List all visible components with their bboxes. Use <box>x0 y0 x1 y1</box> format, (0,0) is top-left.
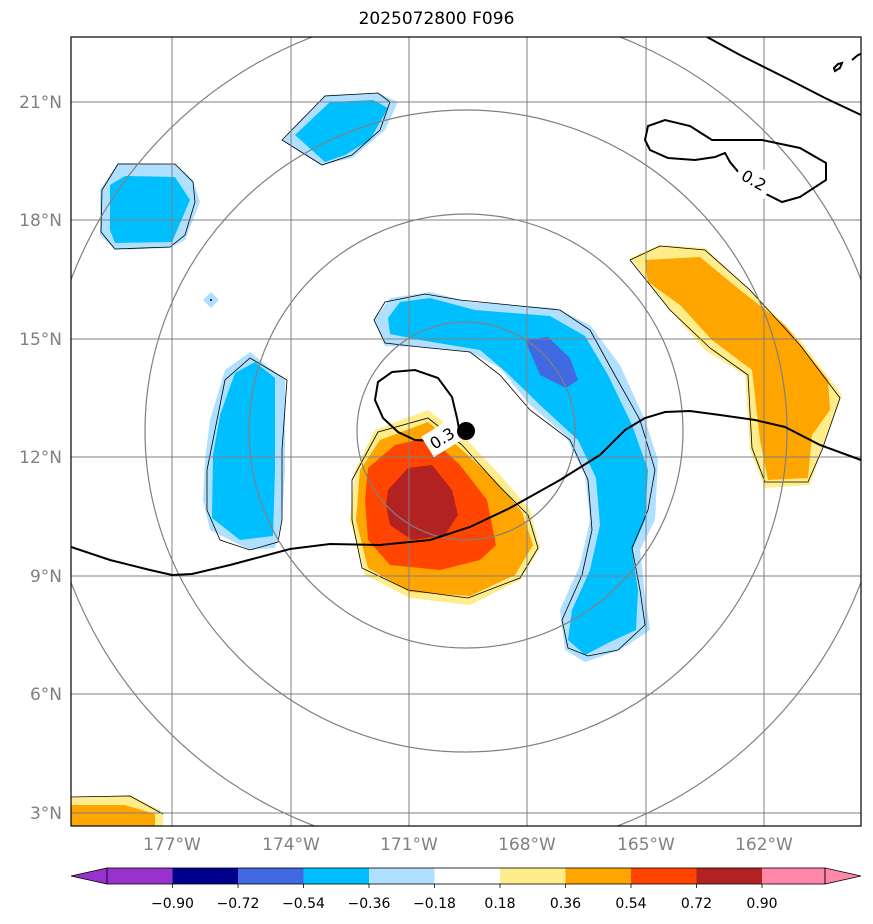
colorbar-segment <box>762 868 825 884</box>
colorbar-segment <box>631 868 697 884</box>
colorbar-segment <box>369 868 435 884</box>
colorbar-tick-label: −0.18 <box>413 896 456 912</box>
lat-label: 6°N <box>30 685 62 705</box>
colorbar-segment <box>565 868 631 884</box>
storm-center-marker <box>457 422 475 440</box>
colorbar-segment <box>303 868 369 884</box>
lon-label: 162°W <box>735 835 793 855</box>
colorbar-extend-high <box>824 867 862 885</box>
lon-label: 165°W <box>617 835 675 855</box>
contours <box>71 37 861 577</box>
lon-label: 174°W <box>262 835 320 855</box>
colorbar-tick-label: −0.36 <box>348 896 391 912</box>
colorbar-tick-label: −0.72 <box>217 896 260 912</box>
latitude-labels: 21°N 18°N 15°N 12°N 9°N 6°N 3°N <box>19 93 62 824</box>
negative-anomaly-spot <box>203 292 219 308</box>
lat-label: 21°N <box>19 93 62 113</box>
lat-label: 15°N <box>19 330 62 350</box>
colorbar-tick-label: 0.54 <box>615 896 646 912</box>
colorbar-segment <box>238 868 304 884</box>
colorbar-tick-label: −0.54 <box>282 896 325 912</box>
lon-label: 168°W <box>498 835 556 855</box>
map-title: 2025072800 F096 <box>358 9 515 29</box>
negative-anomaly-nw <box>100 163 200 250</box>
colorbar-extend-low <box>70 867 108 885</box>
colorbar-tick-label: −0.90 <box>151 896 194 912</box>
lon-label: 177°W <box>143 835 201 855</box>
positive-anomaly-sw <box>71 795 164 826</box>
colorbar-tick-label: 0.36 <box>550 896 581 912</box>
colorbar-tick-label: 0.18 <box>484 896 515 912</box>
colorbar-segment <box>107 868 173 884</box>
colorbar-tick-label: 0.90 <box>746 896 777 912</box>
colorbar-segment <box>500 868 566 884</box>
lat-label: 9°N <box>30 567 62 587</box>
longitude-labels: 177°W 174°W 171°W 168°W 165°W 162°W <box>143 835 793 855</box>
colorbar-segment <box>434 868 500 884</box>
lat-label: 3°N <box>30 804 62 824</box>
plot-frame <box>70 36 862 827</box>
positive-anomaly-east <box>629 245 842 488</box>
lat-label: 12°N <box>19 448 62 468</box>
range-rings <box>71 37 861 826</box>
colorbar-segment <box>696 868 762 884</box>
colorbar: −0.90 −0.72 −0.54 −0.36 −0.18 0.18 0.36 … <box>70 867 862 912</box>
colorbar-tick-label: 0.72 <box>681 896 712 912</box>
plot-area: 0.2 0.3 <box>71 37 861 826</box>
lat-label: 18°N <box>19 211 62 231</box>
lon-label: 171°W <box>380 835 438 855</box>
colorbar-segment <box>172 868 238 884</box>
gridlines <box>71 37 861 826</box>
